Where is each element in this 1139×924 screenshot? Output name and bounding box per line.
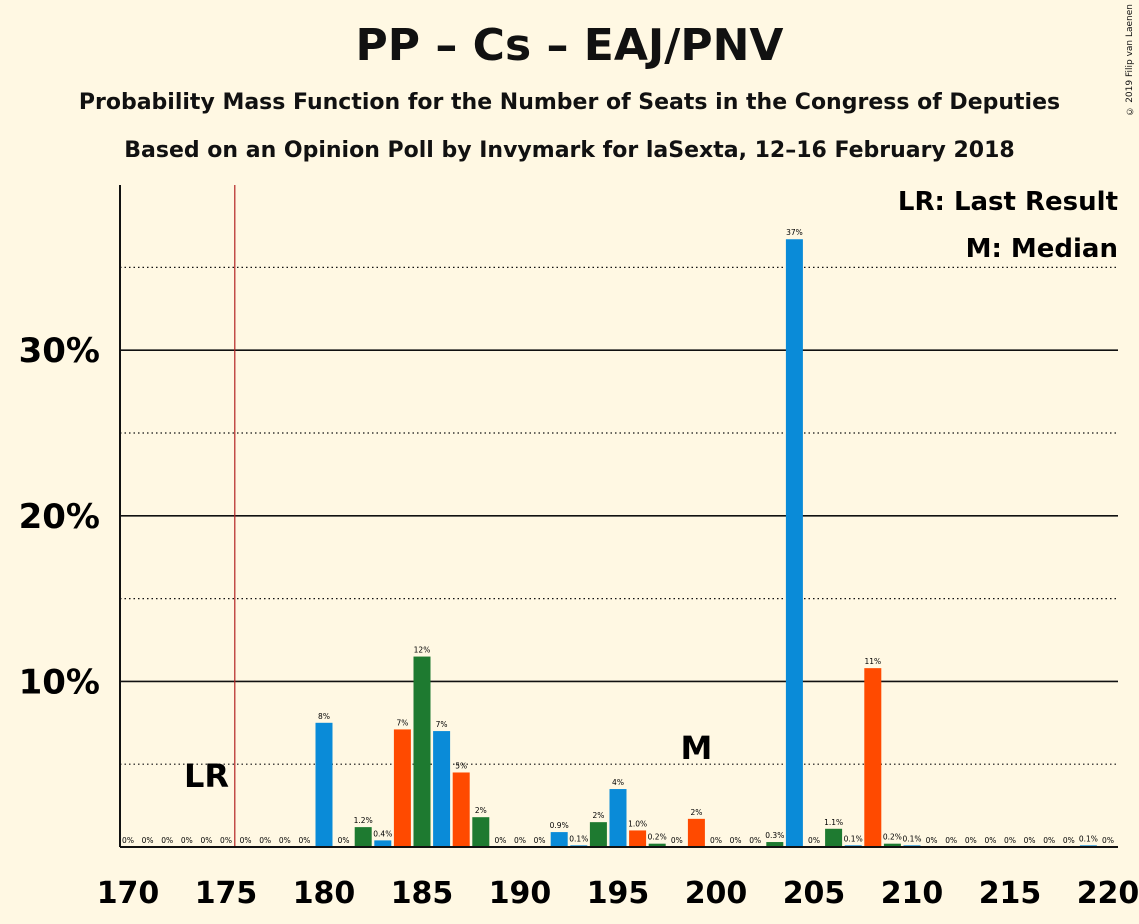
bar-label: 0% xyxy=(220,836,232,845)
bar-label: 0.2% xyxy=(648,833,667,842)
y-tick-label: 10% xyxy=(19,662,100,702)
bar-label: 1.1% xyxy=(824,818,843,827)
median-label-background xyxy=(674,726,719,762)
y-tick-label: 20% xyxy=(19,497,100,537)
bar-label: 0% xyxy=(534,836,546,845)
x-tick-label: 195 xyxy=(587,876,650,911)
bar-label: 8% xyxy=(318,712,330,721)
bar-seat-194 xyxy=(589,822,607,847)
bar-label: 0% xyxy=(1063,836,1075,845)
bar-seat-195 xyxy=(609,789,627,847)
bar-seat-180 xyxy=(315,722,333,847)
bar-label: 1.2% xyxy=(354,816,373,825)
bar-label: 2% xyxy=(475,806,487,815)
bar-label: 0% xyxy=(984,836,996,845)
bar-label: 0.1% xyxy=(569,834,588,843)
bar-seat-185 xyxy=(413,656,431,847)
bar-label: 0% xyxy=(749,836,761,845)
bar-seat-199 xyxy=(687,818,705,847)
bar-seat-184 xyxy=(393,729,411,847)
bar-label: 0% xyxy=(298,836,310,845)
bar-label: 11% xyxy=(864,657,881,666)
x-tick-label: 205 xyxy=(783,876,846,911)
bar-seat-206 xyxy=(825,828,843,847)
last-result-marker: LR xyxy=(184,757,229,795)
bar-seat-186 xyxy=(433,731,451,847)
x-tick-label: 210 xyxy=(881,876,944,911)
x-tick-label: 185 xyxy=(391,876,454,911)
bar-label: 0% xyxy=(161,836,173,845)
median-marker: M xyxy=(680,729,712,767)
x-tick-label: 220 xyxy=(1077,876,1139,911)
bar-label: 0.1% xyxy=(844,834,863,843)
bar-label: 2% xyxy=(592,811,604,820)
bar-label: 0% xyxy=(240,836,252,845)
chart-source: Based on an Opinion Poll by Invymark for… xyxy=(124,138,1015,163)
legend-median: M: Median xyxy=(966,234,1118,264)
bar-label: 0% xyxy=(338,836,350,845)
bar-seat-204 xyxy=(785,239,803,848)
bar-label: 0% xyxy=(965,836,977,845)
bar-label: 0.9% xyxy=(550,821,569,830)
bar-label: 0% xyxy=(945,836,957,845)
bar-label: 0% xyxy=(259,836,271,845)
x-tick-label: 170 xyxy=(97,876,160,911)
bar-label: 0% xyxy=(730,836,742,845)
bar-seat-209 xyxy=(883,843,901,847)
legend-background xyxy=(930,184,1122,260)
bar-label: 0% xyxy=(1043,836,1055,845)
bar-label: 0% xyxy=(926,836,938,845)
bar-label: 4% xyxy=(612,778,624,787)
bar-label: 0% xyxy=(181,836,193,845)
bar-label: 0% xyxy=(1102,836,1114,845)
bar-seat-208 xyxy=(864,668,882,847)
bar-label: 7% xyxy=(436,720,448,729)
bar-label: 0% xyxy=(1004,836,1016,845)
bar-label: 0% xyxy=(1024,836,1036,845)
bar-label: 0% xyxy=(279,836,291,845)
bar-label: 5% xyxy=(455,761,467,770)
bar-label: 1.0% xyxy=(628,819,647,828)
bar-seat-182 xyxy=(354,827,372,847)
bar-seat-196 xyxy=(629,830,647,847)
chart-subtitle: Probability Mass Function for the Number… xyxy=(78,90,1061,115)
bar-label: 2% xyxy=(690,808,702,817)
bar-label: 0% xyxy=(514,836,526,845)
bar-seat-183 xyxy=(374,840,392,847)
bar-seat-187 xyxy=(452,772,470,847)
bar-label: 0% xyxy=(122,836,134,845)
bar-label: 0% xyxy=(494,836,506,845)
x-tick-label: 175 xyxy=(195,876,258,911)
bar-label: 0.1% xyxy=(902,834,921,843)
bar-label: 37% xyxy=(786,228,803,237)
bar-seat-197 xyxy=(648,843,666,847)
bar-seat-192 xyxy=(550,832,568,847)
y-tick-label: 30% xyxy=(19,331,100,371)
bar-label: 0% xyxy=(200,836,212,845)
bar-label: 12% xyxy=(414,646,431,655)
bar-label: 0.1% xyxy=(1079,834,1098,843)
bar-label: 0.4% xyxy=(373,829,392,838)
bar-label: 0.2% xyxy=(883,833,902,842)
x-tick-label: 180 xyxy=(293,876,356,911)
x-tick-label: 190 xyxy=(489,876,552,911)
bar-label: 0% xyxy=(142,836,154,845)
bar-label: 0% xyxy=(710,836,722,845)
bar-label: 0% xyxy=(808,836,820,845)
x-tick-label: 215 xyxy=(979,876,1042,911)
bar-label: 0.3% xyxy=(765,831,784,840)
chart-title: PP – Cs – EAJ/PNV xyxy=(355,20,784,71)
bar-seat-203 xyxy=(766,842,784,847)
x-tick-label: 200 xyxy=(685,876,748,911)
bar-seat-188 xyxy=(472,817,490,847)
legend-last-result: LR: Last Result xyxy=(898,187,1118,217)
bar-label: 7% xyxy=(396,718,408,727)
bar-label: 0% xyxy=(671,836,683,845)
